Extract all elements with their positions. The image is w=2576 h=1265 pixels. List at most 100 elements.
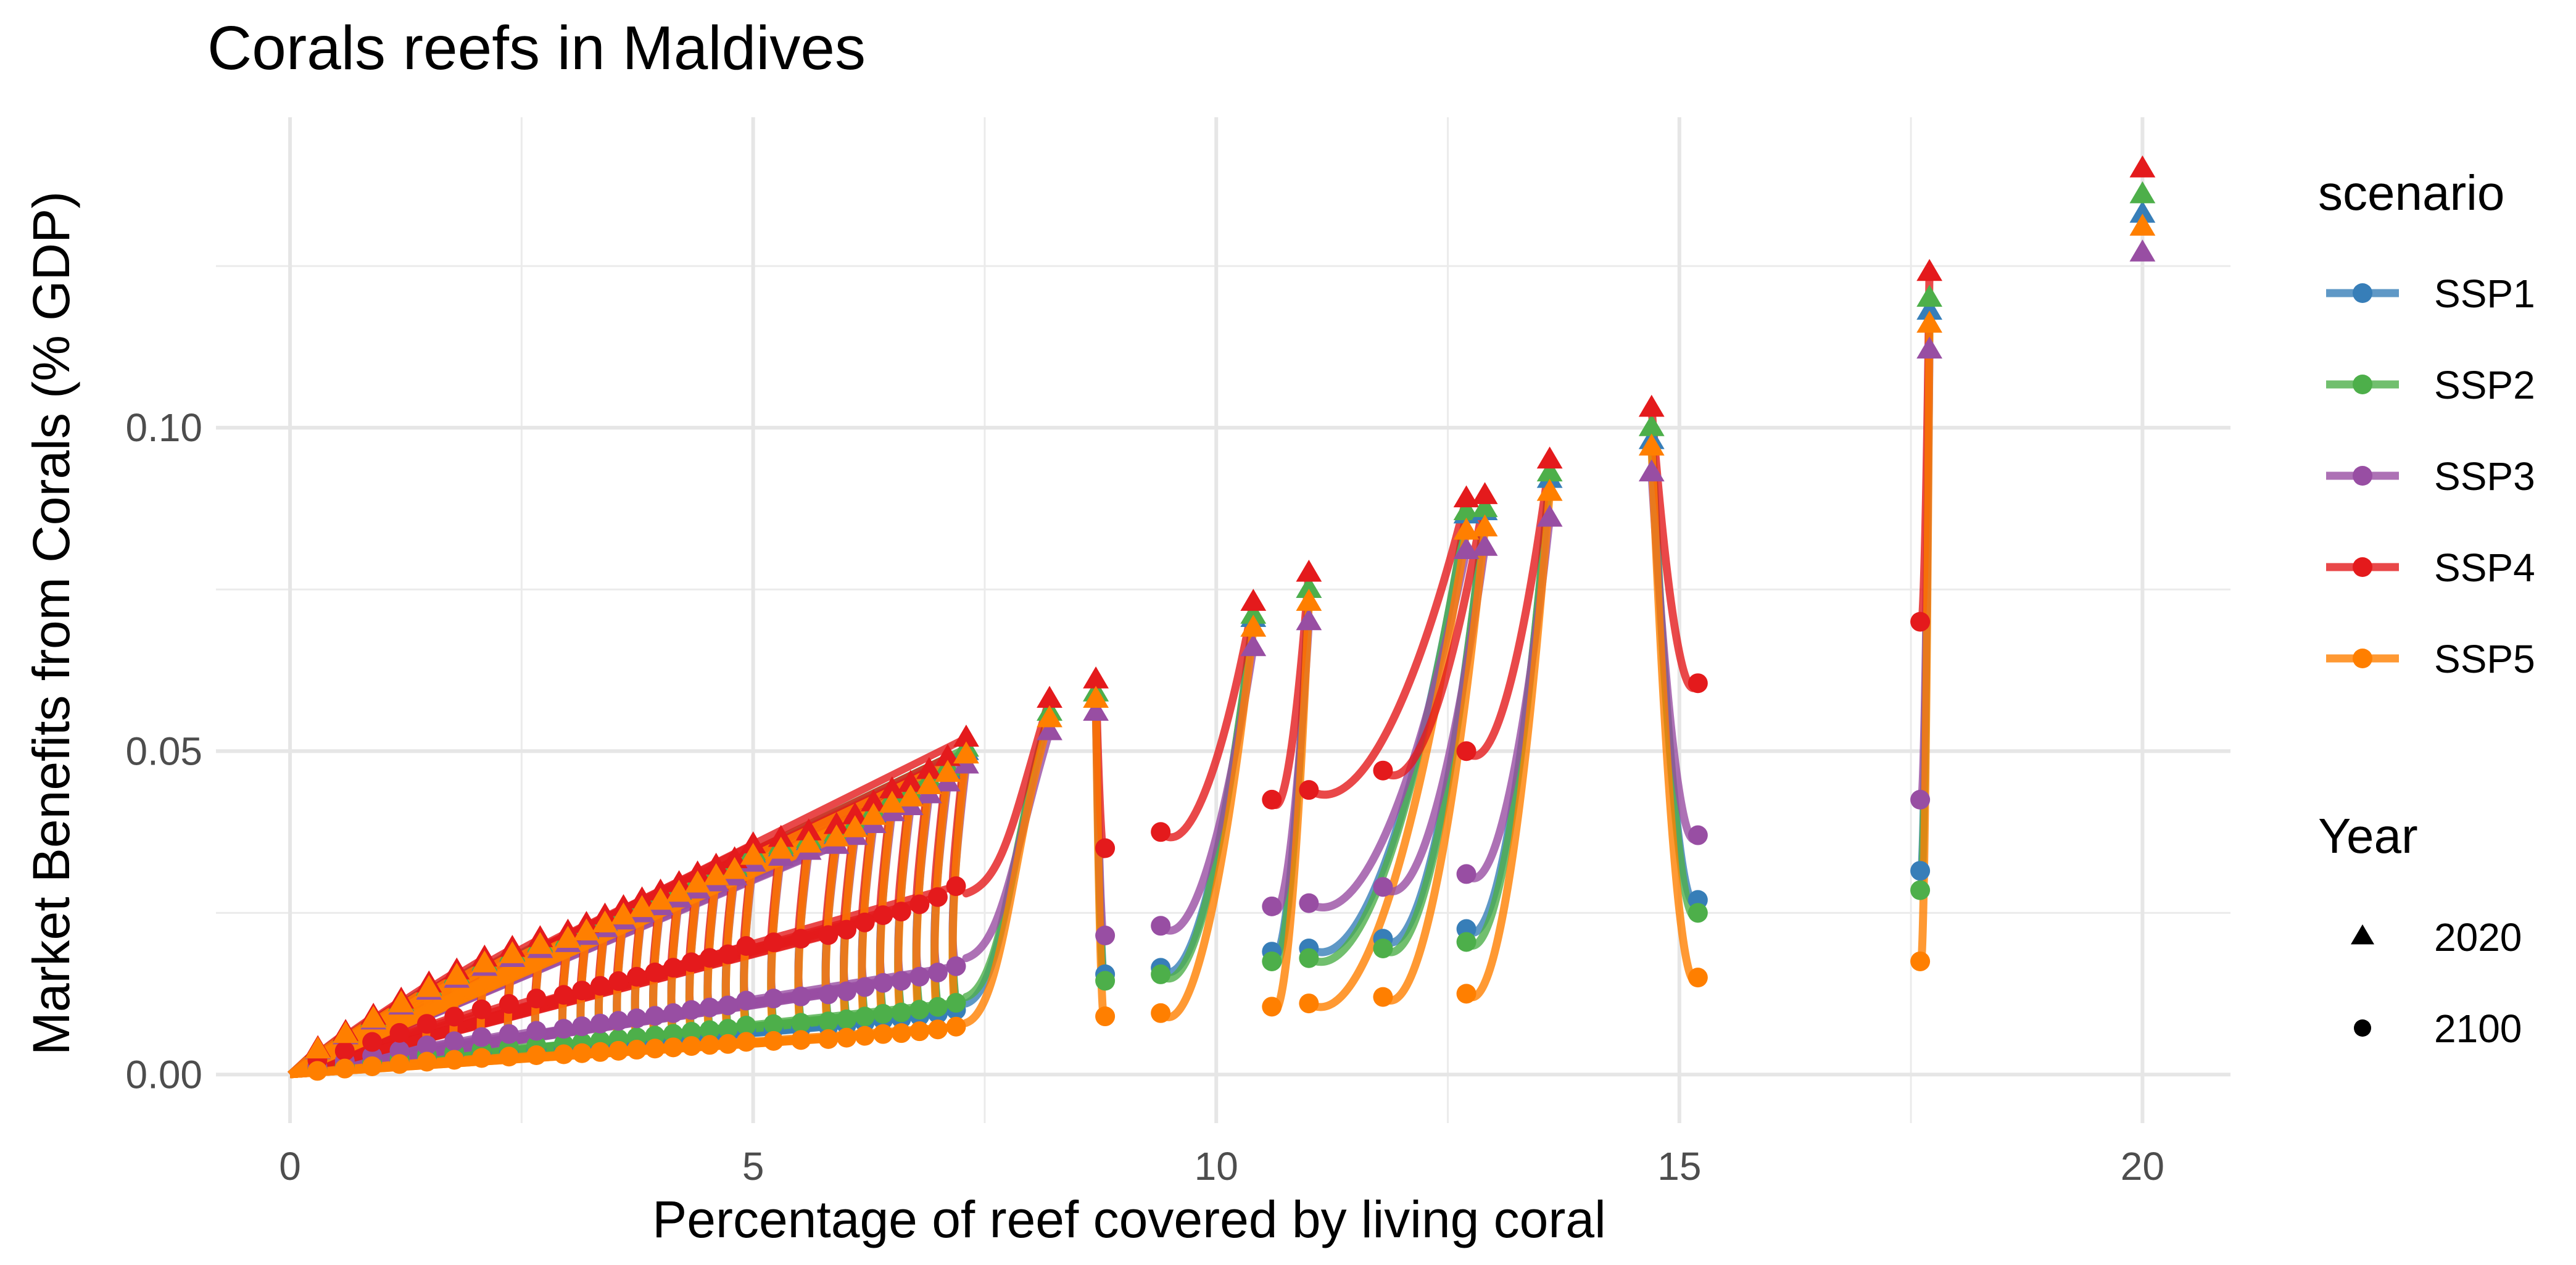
legend-dot-ssp4 bbox=[2353, 557, 2372, 577]
x-tick-label: 10 bbox=[1195, 1144, 1238, 1188]
point-2020-ssp5 bbox=[573, 918, 600, 940]
y-axis-title: Market Benefits from Corals (% GDP) bbox=[22, 191, 80, 1055]
point-2020-ssp1 bbox=[2129, 201, 2156, 223]
point-2100-ssp5 bbox=[681, 1036, 702, 1056]
point-2100-ssp2 bbox=[791, 1013, 811, 1033]
point-2100-ssp3 bbox=[837, 981, 857, 1002]
point-2020-ssp3 bbox=[1083, 699, 1109, 721]
point-2100-ssp2 bbox=[873, 1003, 893, 1024]
point-2020-ssp5 bbox=[1037, 705, 1062, 728]
point-2100-ssp3 bbox=[526, 1021, 547, 1041]
point-2100-ssp5 bbox=[389, 1054, 410, 1074]
point-2100-ssp4 bbox=[1095, 838, 1116, 858]
point-2100-ssp5 bbox=[891, 1023, 911, 1043]
point-2100-ssp4 bbox=[873, 905, 893, 926]
point-2100-ssp4 bbox=[1151, 822, 1171, 842]
point-2100-ssp5 bbox=[736, 1032, 756, 1052]
point-2100-ssp3 bbox=[608, 1011, 629, 1031]
point-2100-ssp2 bbox=[681, 1022, 702, 1042]
legend-dot-ssp1 bbox=[2353, 283, 2372, 303]
legend-year-title: Year bbox=[2318, 808, 2418, 863]
point-2020-ssp2 bbox=[1536, 459, 1563, 482]
point-2100-ssp4 bbox=[553, 985, 574, 1005]
point-2100-ssp3 bbox=[1299, 893, 1319, 913]
point-2100-ssp5 bbox=[553, 1044, 574, 1064]
legend-year-label: 2100 bbox=[2434, 1006, 2522, 1051]
point-2100-ssp3 bbox=[681, 1000, 702, 1020]
point-2100-ssp4 bbox=[946, 876, 966, 897]
point-2020-ssp4 bbox=[795, 818, 822, 840]
point-2100-ssp3 bbox=[572, 1016, 592, 1037]
series-line-ssp4 bbox=[1378, 491, 1489, 780]
point-2020-ssp5 bbox=[795, 830, 822, 853]
point-2020-ssp3 bbox=[1638, 459, 1665, 482]
point-2100-ssp4 bbox=[818, 925, 839, 945]
point-2020-ssp5 bbox=[684, 870, 711, 893]
legend-triangle-icon bbox=[2351, 924, 2374, 945]
point-2100-ssp4 bbox=[334, 1041, 355, 1061]
series-line-ssp4 bbox=[962, 695, 1054, 898]
point-2100-ssp5 bbox=[700, 1035, 720, 1055]
major-gridlines bbox=[216, 117, 2230, 1123]
point-2100-ssp3 bbox=[818, 984, 839, 1005]
point-2100-ssp5 bbox=[1095, 1006, 1116, 1027]
point-2020-ssp5 bbox=[647, 887, 674, 910]
point-2020-ssp5 bbox=[1296, 589, 1322, 611]
point-2020-ssp4 bbox=[1083, 666, 1109, 689]
point-2100-ssp5 bbox=[946, 1016, 966, 1037]
point-2020-ssp5 bbox=[416, 974, 442, 997]
x-tick-label: 0 bbox=[279, 1144, 301, 1188]
point-2020-ssp5 bbox=[1472, 514, 1498, 537]
point-2100-ssp3 bbox=[763, 989, 784, 1009]
point-2020-ssp5 bbox=[305, 1036, 331, 1059]
point-2100-ssp3 bbox=[626, 1008, 647, 1029]
legend-label-ssp5: SSP5 bbox=[2434, 637, 2535, 681]
legend-year-items: 2020 2100 bbox=[2351, 915, 2522, 1051]
point-2100-ssp4 bbox=[626, 966, 647, 987]
point-2020-ssp4 bbox=[1916, 259, 1943, 281]
point-2020-ssp3 bbox=[1472, 534, 1498, 556]
point-2100-ssp5 bbox=[307, 1061, 328, 1081]
point-2100-ssp5 bbox=[471, 1048, 492, 1068]
point-2020-ssp2 bbox=[1472, 495, 1498, 517]
point-2020-ssp4 bbox=[768, 824, 794, 847]
point-2100-ssp4 bbox=[608, 971, 629, 991]
point-2100-ssp3 bbox=[700, 997, 720, 1018]
axis-tick-labels: 0 5 10 15 20 0.00 0.05 0.10 bbox=[125, 405, 2164, 1188]
point-2100-ssp5 bbox=[444, 1050, 465, 1070]
point-2100-ssp5 bbox=[873, 1024, 893, 1044]
point-2100-ssp5 bbox=[1373, 987, 1393, 1007]
point-2100-ssp4 bbox=[416, 1014, 437, 1034]
point-2020-ssp2 bbox=[1453, 498, 1480, 521]
point-2100-ssp5 bbox=[818, 1029, 839, 1049]
point-2100-ssp2 bbox=[1151, 964, 1171, 984]
point-2100-ssp3 bbox=[553, 1019, 574, 1039]
point-2100-ssp4 bbox=[1688, 673, 1708, 694]
point-2020-ssp4 bbox=[897, 769, 924, 792]
point-2100-ssp3 bbox=[499, 1024, 519, 1044]
point-2100-ssp4 bbox=[736, 935, 756, 956]
legend-scenario-title: scenario bbox=[2318, 165, 2504, 220]
point-2100-ssp5 bbox=[909, 1021, 930, 1042]
point-2100-ssp2 bbox=[855, 1006, 875, 1027]
point-2020-ssp4 bbox=[1296, 560, 1322, 582]
point-2020-ssp4 bbox=[823, 811, 850, 834]
point-2020-ssp4 bbox=[935, 744, 961, 766]
point-2020-ssp3 bbox=[1453, 537, 1480, 559]
legend-year-label: 2020 bbox=[2434, 915, 2522, 960]
point-2100-ssp5 bbox=[763, 1031, 784, 1051]
point-2020-ssp5 bbox=[666, 879, 692, 902]
point-2100-ssp5 bbox=[855, 1026, 875, 1046]
point-2100-ssp5 bbox=[590, 1042, 610, 1062]
point-2100-ssp5 bbox=[626, 1040, 647, 1060]
point-2100-ssp2 bbox=[763, 1014, 784, 1034]
x-tick-label: 5 bbox=[742, 1144, 764, 1188]
point-2100-ssp3 bbox=[873, 973, 893, 993]
point-2100-ssp5 bbox=[362, 1056, 383, 1076]
point-2020-ssp4 bbox=[860, 789, 887, 811]
minor-gridlines bbox=[216, 117, 2230, 1123]
series-line-ssp4 bbox=[1156, 598, 1257, 842]
point-2100-ssp3 bbox=[855, 977, 875, 997]
point-2020-ssp5 bbox=[703, 863, 729, 886]
